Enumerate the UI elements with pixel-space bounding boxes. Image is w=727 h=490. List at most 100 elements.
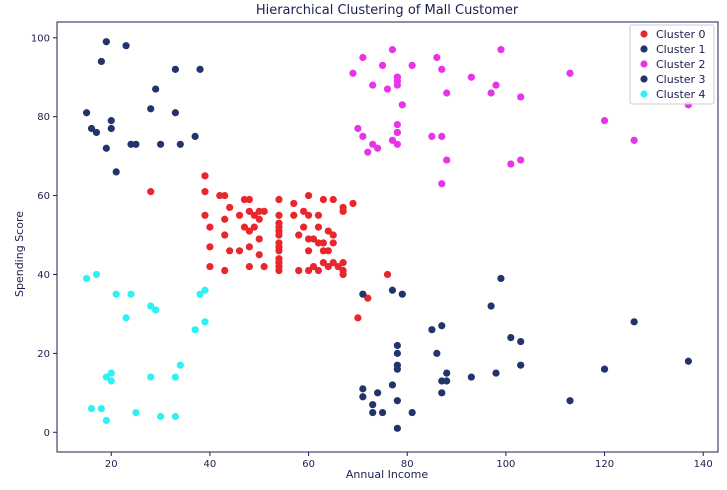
data-point	[295, 231, 303, 239]
data-point	[359, 393, 367, 401]
data-point	[245, 195, 253, 204]
data-point	[127, 290, 135, 298]
data-point	[255, 235, 263, 243]
data-point	[393, 128, 401, 137]
data-point	[275, 211, 283, 219]
data-point	[250, 223, 258, 231]
data-point	[359, 385, 367, 393]
data-point	[566, 69, 574, 77]
data-point	[443, 89, 451, 97]
data-point	[438, 322, 446, 330]
data-point	[359, 53, 367, 62]
data-point	[245, 207, 253, 215]
data-point	[408, 408, 416, 417]
data-point	[438, 389, 446, 397]
data-point	[349, 69, 357, 77]
x-tick-label: 20	[105, 459, 118, 470]
data-point	[354, 124, 362, 133]
data-point	[97, 405, 105, 413]
data-point	[393, 397, 401, 405]
legend-box	[629, 24, 715, 105]
data-point	[127, 140, 135, 148]
data-point	[329, 259, 337, 267]
data-point	[443, 156, 451, 164]
data-point	[383, 85, 392, 93]
series-3	[349, 46, 693, 188]
data-point	[156, 140, 165, 148]
data-point	[630, 136, 638, 144]
data-point	[334, 262, 342, 271]
data-point	[102, 144, 110, 152]
series-1	[147, 172, 392, 322]
data-point	[201, 211, 209, 219]
data-point	[438, 377, 446, 385]
legend-marker	[640, 75, 648, 83]
data-point	[319, 259, 327, 267]
data-point	[393, 424, 401, 432]
data-point	[339, 203, 347, 212]
data-point	[245, 262, 253, 271]
legend-marker	[640, 90, 648, 98]
x-tick-label: 140	[694, 459, 713, 470]
data-point	[359, 132, 367, 141]
data-point	[388, 46, 397, 54]
data-point	[374, 144, 382, 152]
series-5	[82, 270, 209, 425]
y-axis-label: Spending Score	[13, 211, 26, 297]
data-point	[191, 326, 199, 334]
data-point	[319, 195, 327, 204]
legend-label: Cluster 4	[656, 88, 706, 101]
data-point	[600, 117, 609, 125]
legend-label: Cluster 3	[656, 73, 706, 86]
data-point	[102, 38, 110, 46]
data-point	[630, 318, 638, 326]
data-point	[378, 408, 387, 417]
data-point	[300, 223, 308, 231]
legend: Cluster 0 Cluster 1 Cluster 2 Cluster 3 Clus…	[629, 24, 715, 105]
data-point	[206, 243, 214, 251]
data-point	[240, 195, 249, 204]
data-point	[383, 270, 392, 279]
data-point	[176, 140, 184, 148]
data-point	[566, 397, 574, 405]
data-point	[171, 65, 179, 73]
legend-marker	[640, 30, 648, 38]
data-point	[132, 408, 140, 417]
data-point	[132, 140, 140, 148]
data-point	[196, 290, 204, 298]
data-point	[201, 286, 209, 294]
data-point	[364, 294, 372, 302]
data-point	[364, 148, 372, 156]
data-point	[300, 207, 308, 215]
x-axis-label: Annual Income	[346, 468, 428, 481]
data-point	[290, 211, 298, 219]
data-point	[324, 247, 332, 255]
data-point	[393, 120, 401, 129]
data-point	[92, 270, 101, 279]
data-point	[290, 199, 298, 208]
y-tick-label: 0	[44, 428, 50, 439]
data-point	[152, 306, 160, 314]
legend-label: Cluster 1	[656, 43, 706, 56]
data-point	[369, 408, 377, 417]
data-point	[87, 405, 96, 413]
data-point	[354, 314, 362, 322]
data-point	[600, 365, 609, 373]
data-point	[102, 373, 110, 381]
y-tick-label: 80	[37, 112, 50, 123]
series-2	[359, 274, 693, 432]
data-point	[112, 168, 120, 176]
data-point	[221, 266, 229, 275]
data-point	[314, 211, 323, 219]
legend-label: Cluster 0	[656, 28, 706, 41]
data-point	[388, 136, 397, 144]
data-point	[295, 266, 303, 275]
data-point	[245, 227, 253, 235]
data-point	[393, 365, 401, 373]
data-point	[226, 247, 234, 255]
data-point	[176, 361, 184, 369]
data-point	[304, 191, 313, 200]
data-point	[309, 235, 318, 243]
data-point	[329, 239, 337, 247]
data-point	[388, 381, 397, 389]
